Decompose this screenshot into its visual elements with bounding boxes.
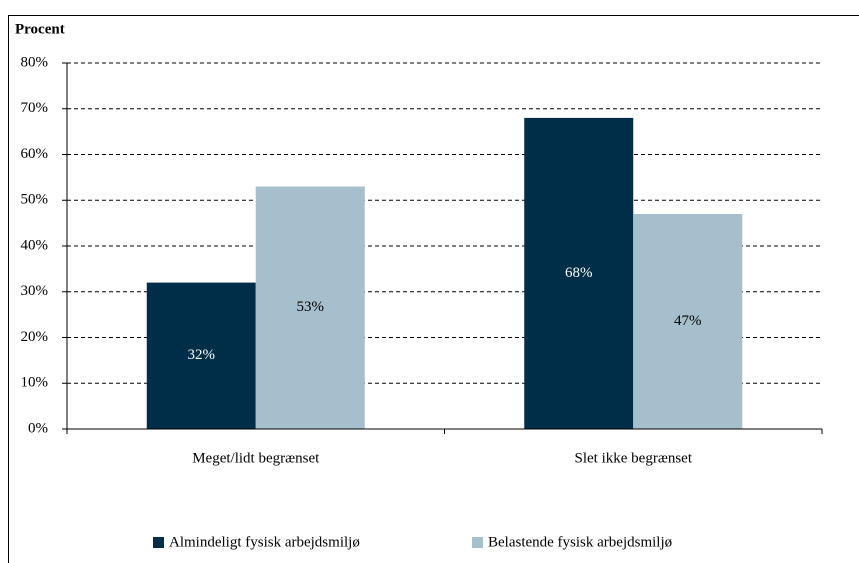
y-tick-label: 10%: [21, 375, 49, 391]
bar: [255, 186, 365, 429]
legend-swatch: [153, 537, 164, 548]
bar: [524, 117, 634, 430]
y-tick-label: 0%: [28, 420, 48, 436]
y-tick-label: 80%: [21, 54, 49, 70]
data-label: 68%: [565, 265, 593, 281]
y-tick-label: 60%: [21, 146, 49, 162]
x-tick-label: Slet ikke begrænset: [575, 450, 693, 466]
bar: [146, 282, 256, 429]
legend-swatch: [472, 537, 483, 548]
y-tick-label: 20%: [21, 329, 49, 345]
y-tick-label: 40%: [21, 237, 49, 253]
x-tick-label: Meget/lidt begrænset: [192, 450, 320, 466]
data-label: 53%: [297, 299, 325, 315]
y-tick-label: 50%: [21, 192, 49, 208]
legend-label: Belastende fysisk arbejdsmiljø: [488, 534, 672, 550]
data-label: 32%: [188, 347, 216, 363]
y-tick-label: 70%: [21, 100, 49, 116]
legend-label: Almindeligt fysisk arbejdsmiljø: [169, 534, 360, 550]
y-axis-label: Procent: [15, 21, 65, 37]
bar: [633, 213, 743, 429]
y-tick-label: 30%: [21, 283, 49, 299]
data-label: 47%: [674, 313, 702, 329]
